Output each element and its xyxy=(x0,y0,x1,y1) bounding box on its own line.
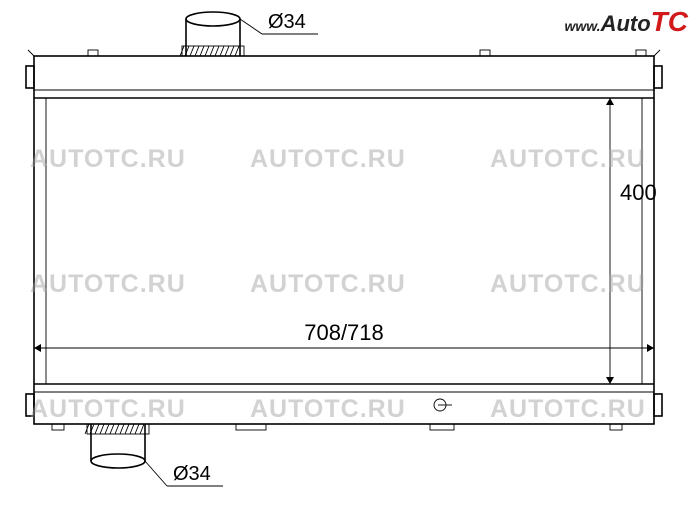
watermark-text: AUTOTC.RU xyxy=(30,270,186,299)
radiator-drawing: { "canvas":{"w":700,"h":511,"bg":"#fffff… xyxy=(0,0,700,511)
watermark-text: AUTOTC.RU xyxy=(250,145,406,174)
drawing-svg: Ø34 Ø34 708/718 400 xyxy=(0,0,700,511)
height-dimension: 400 xyxy=(620,180,657,205)
logo-auto: Auto xyxy=(601,11,651,36)
watermark-text: AUTOTC.RU xyxy=(250,395,406,424)
top-port-diameter: Ø34 xyxy=(268,11,306,33)
logo-www: www. xyxy=(565,18,601,34)
logo-tc: TC xyxy=(651,6,688,37)
watermark-text: AUTOTC.RU xyxy=(490,395,646,424)
site-logo: www.AutoTC xyxy=(565,6,688,38)
watermark-text: AUTOTC.RU xyxy=(30,395,186,424)
bottom-port-diameter: Ø34 xyxy=(173,463,211,485)
watermark-text: AUTOTC.RU xyxy=(490,145,646,174)
watermark-text: AUTOTC.RU xyxy=(490,270,646,299)
watermark-text: AUTOTC.RU xyxy=(250,270,406,299)
watermark-text: AUTOTC.RU xyxy=(30,145,186,174)
width-dimension: 708/718 xyxy=(304,320,384,345)
